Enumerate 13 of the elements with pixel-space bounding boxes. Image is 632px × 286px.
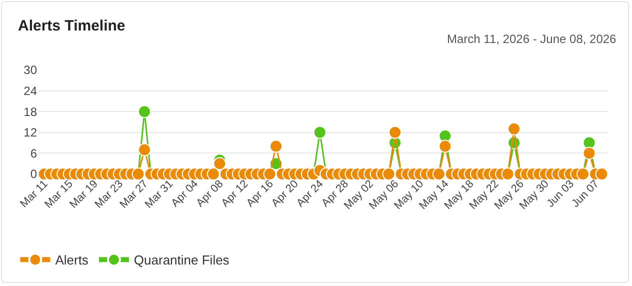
point	[313, 126, 326, 139]
y-tick-label: 24	[24, 84, 38, 98]
y-tick-label: 30	[24, 63, 38, 78]
y-tick-label: 0	[30, 167, 38, 182]
y-tick-label: 6	[30, 146, 38, 160]
legend-label: Quarantine Files	[134, 252, 230, 268]
chart-subtitle: March 11, 2026 - June 08, 2026	[447, 32, 617, 46]
legend-label: Alerts	[55, 252, 89, 268]
point	[438, 129, 452, 142]
point	[138, 105, 151, 118]
y-tick-label: 18	[24, 104, 38, 119]
chart-title: Alerts Timeline	[18, 18, 126, 35]
y-tick-label: 12	[24, 126, 38, 140]
